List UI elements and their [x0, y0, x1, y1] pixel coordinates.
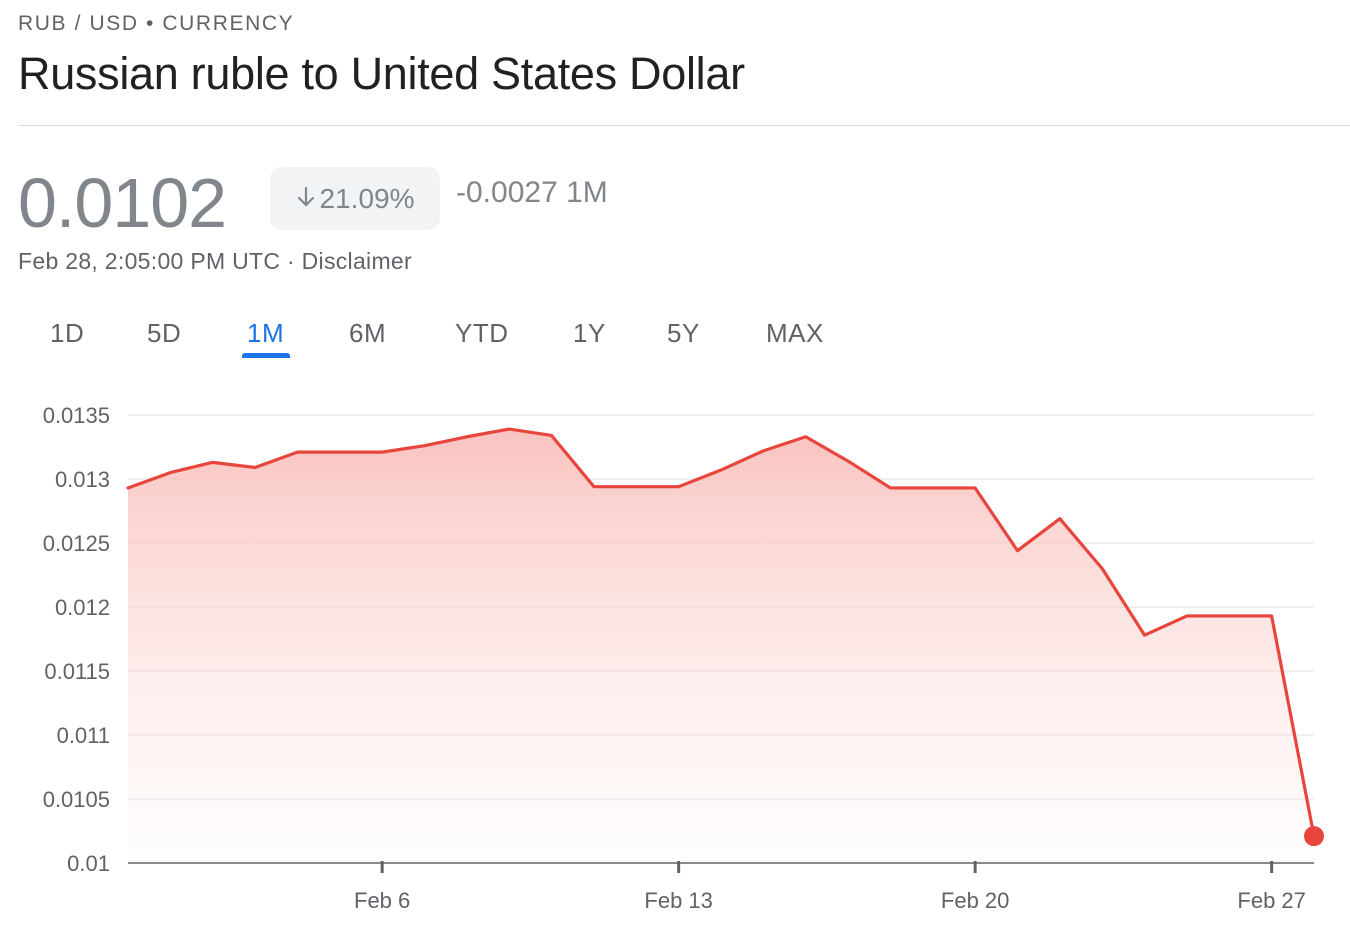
x-tick-label: Feb 13	[644, 888, 713, 913]
page-title: Russian ruble to United States Dollar	[18, 48, 745, 99]
data-point[interactable]	[548, 431, 556, 439]
data-point[interactable]	[1098, 565, 1106, 573]
data-point[interactable]	[802, 433, 810, 441]
y-tick-label: 0.0105	[43, 787, 110, 812]
current-price: 0.0102	[18, 164, 227, 242]
series-line	[126, 427, 1316, 838]
tab-6m[interactable]: 6M	[349, 318, 387, 348]
data-point[interactable]	[590, 483, 598, 491]
data-point[interactable]	[1225, 612, 1233, 620]
data-point[interactable]	[675, 483, 683, 491]
y-tick-label: 0.012	[55, 595, 110, 620]
tab-5y[interactable]: 5Y	[667, 318, 700, 348]
x-axis	[128, 861, 1314, 873]
data-point[interactable]	[166, 469, 174, 477]
arrow-down-icon	[296, 183, 316, 215]
timestamp: Feb 28, 2:05:00 PM UTC	[18, 248, 281, 274]
data-point[interactable]	[293, 448, 301, 456]
y-tick-label: 0.0135	[43, 403, 110, 428]
data-point[interactable]	[209, 458, 217, 466]
x-tick-label: Feb 20	[941, 888, 1010, 913]
tab-max[interactable]: MAX	[766, 318, 824, 348]
data-point[interactable]	[1141, 631, 1149, 639]
area-fill	[128, 429, 1314, 863]
tab-1m[interactable]: 1M	[247, 318, 285, 348]
header-divider	[18, 125, 1350, 126]
data-point[interactable]	[251, 463, 259, 471]
currency-pair-label: RUB / USD • CURRENCY	[18, 12, 295, 35]
x-tick-label: Feb 27	[1237, 888, 1306, 913]
series-line-layer	[124, 425, 1324, 847]
data-point[interactable]	[717, 466, 725, 474]
tab-1d[interactable]: 1D	[50, 318, 85, 348]
data-point[interactable]	[844, 457, 852, 465]
data-point[interactable]	[124, 484, 132, 492]
absolute-change: -0.0027 1M	[456, 176, 608, 209]
data-point[interactable]	[1056, 515, 1064, 523]
data-point[interactable]	[971, 484, 979, 492]
last-point-marker	[1304, 826, 1324, 847]
y-tick-label: 0.0125	[43, 531, 110, 556]
data-point[interactable]	[929, 484, 937, 492]
data-point[interactable]	[759, 447, 767, 455]
y-tick-label: 0.0115	[44, 659, 110, 684]
timestamp-line: Feb 28, 2:05:00 PM UTC · Disclaimer	[18, 248, 412, 275]
x-axis-ticks: Feb 6 Feb 13 Feb 20 Feb 27	[354, 888, 1306, 913]
data-point[interactable]	[378, 448, 386, 456]
separator: ·	[286, 248, 302, 274]
percent-change-value: 21.09%	[319, 182, 415, 214]
data-point[interactable]	[1268, 612, 1276, 620]
percent-change-badge: 21.09%	[270, 167, 440, 230]
y-tick-label: 0.013	[55, 467, 110, 492]
y-axis-ticks: 0.0135 0.013 0.0125 0.012 0.0115 0.011 0.0105 0…	[43, 403, 110, 876]
tab-ytd[interactable]: YTD	[455, 318, 509, 348]
data-point[interactable]	[336, 448, 344, 456]
area-fill-layer	[128, 429, 1314, 863]
tab-5d[interactable]: 5D	[147, 318, 182, 348]
data-point[interactable]	[421, 442, 429, 450]
range-tabs: 1D 5D 1M 6M YTD 1Y 5Y MAX	[0, 300, 900, 370]
tab-1y[interactable]: 1Y	[573, 318, 606, 348]
data-point[interactable]	[1014, 547, 1022, 555]
data-point[interactable]	[632, 483, 640, 491]
data-point[interactable]	[1183, 612, 1191, 620]
data-point[interactable]	[886, 484, 894, 492]
data-point[interactable]	[505, 425, 513, 433]
y-tick-label: 0.01	[67, 851, 110, 876]
disclaimer-link[interactable]: Disclaimer	[301, 248, 412, 274]
y-tick-label: 0.011	[57, 723, 110, 748]
x-tick-label: Feb 6	[354, 888, 410, 913]
data-point[interactable]	[463, 433, 471, 441]
active-tab-indicator	[242, 353, 290, 358]
